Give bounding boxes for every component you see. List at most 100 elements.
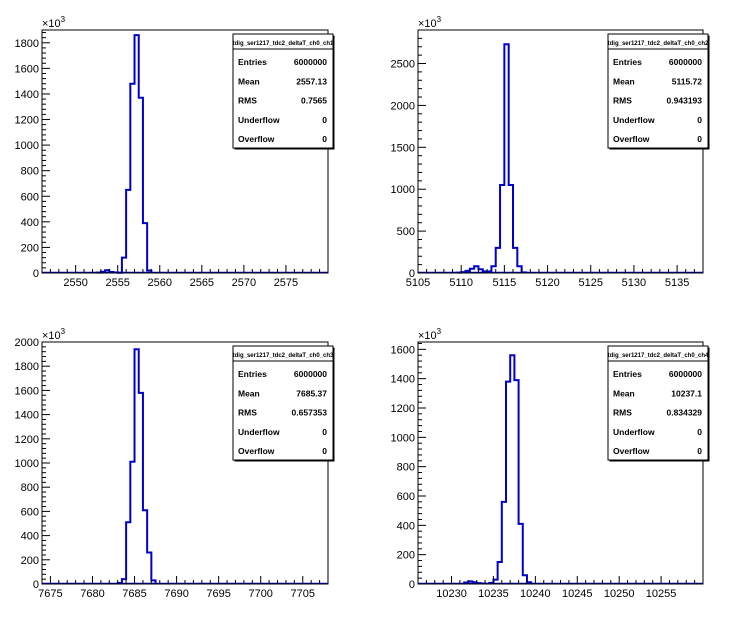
x-tick-label: 5120 bbox=[535, 277, 559, 289]
x-tick-label: 7680 bbox=[80, 588, 104, 600]
y-tick-label: 0 bbox=[33, 268, 39, 280]
y-tick-label: 1500 bbox=[391, 142, 415, 154]
x-tick-label: 7695 bbox=[206, 588, 230, 600]
y-tick-label: 400 bbox=[21, 217, 39, 229]
stats-label: Mean bbox=[238, 388, 260, 398]
y-tick-label: 1400 bbox=[15, 410, 39, 422]
x-tick-label: 5110 bbox=[449, 277, 473, 289]
x-tick-label: 2560 bbox=[148, 277, 172, 289]
x-tick-label: 10250 bbox=[604, 588, 635, 600]
stats-label: Underflow bbox=[238, 427, 280, 437]
stats-label: Mean bbox=[238, 76, 260, 86]
y-tick-label: 600 bbox=[397, 491, 415, 503]
stats-value: 6000000 bbox=[294, 369, 327, 379]
y-tick-label: 800 bbox=[397, 462, 415, 474]
stats-value: 0 bbox=[697, 115, 702, 125]
y-tick-label: 0 bbox=[409, 579, 415, 591]
stats-label: Entries bbox=[613, 57, 642, 67]
x-tick-label: 7675 bbox=[38, 588, 62, 600]
y-axis: 0 500 1000 1500 2000 2500 bbox=[391, 29, 426, 280]
y-tick-label: 1400 bbox=[15, 89, 39, 101]
x-tick-label: 2565 bbox=[190, 277, 214, 289]
x-tick-label: 5130 bbox=[622, 277, 646, 289]
histogram-name: tdig_ser1217_tdc2_deltaT_ch0_ch3 bbox=[233, 353, 334, 359]
stats-label: Entries bbox=[238, 369, 267, 379]
histogram-line bbox=[455, 43, 527, 274]
x-tick-label: 7685 bbox=[122, 588, 146, 600]
histogram-line bbox=[95, 34, 153, 274]
stats-label: Underflow bbox=[613, 427, 655, 437]
stats-box-frame bbox=[607, 345, 709, 461]
histogram-line bbox=[116, 348, 157, 585]
stats-label: RMS bbox=[238, 96, 257, 106]
y-tick-label: 1000 bbox=[391, 432, 415, 444]
stats-value: 0.943193 bbox=[667, 96, 703, 106]
y-tick-label: 1800 bbox=[15, 361, 39, 373]
x-axis: 10230 10235 10240 10245 10250 10255 bbox=[417, 576, 704, 600]
histogram-name: tdig_ser1217_tdc2_deltaT_ch0_ch1 bbox=[233, 41, 334, 47]
y-tick-label: 200 bbox=[397, 550, 415, 562]
y-axis: 0 200 400 600 800 1000 1200 1400 1600 1800 2000 bbox=[15, 337, 50, 591]
y-tick-label: 1600 bbox=[15, 63, 39, 75]
x-tick-label: 7690 bbox=[164, 588, 188, 600]
y-tick-label: 2500 bbox=[391, 59, 415, 71]
stats-value: 0 bbox=[697, 134, 702, 144]
y-tick-label: 1200 bbox=[15, 115, 39, 127]
stats-value: 0 bbox=[697, 427, 702, 437]
stats-value: 6000000 bbox=[294, 57, 327, 67]
stats-label: Overflow bbox=[613, 134, 650, 144]
y-exponent-label: ×103 bbox=[42, 15, 66, 30]
stats-label: Underflow bbox=[238, 115, 280, 125]
y-tick-label: 600 bbox=[21, 191, 39, 203]
y-exponent-label: ×103 bbox=[42, 327, 66, 342]
x-tick-label: 10245 bbox=[562, 588, 593, 600]
histogram-panel-2: 5105 5110 5115 5120 5125 5130 5135 0 500 1000 1500… bbox=[391, 15, 710, 289]
y-exponent-label: ×103 bbox=[418, 327, 442, 342]
stats-label: Underflow bbox=[613, 115, 655, 125]
stats-box-frame bbox=[232, 345, 334, 461]
histogram-panel-3: 7675 7680 7685 7690 7695 7700 7705 0 200 400 600 80… bbox=[15, 327, 335, 600]
x-tick-label: 7700 bbox=[248, 588, 272, 600]
stats-label: Overflow bbox=[613, 446, 650, 456]
y-tick-label: 1400 bbox=[391, 374, 415, 386]
y-tick-label: 0 bbox=[33, 579, 39, 591]
stats-value: 10237.1 bbox=[671, 388, 702, 398]
x-axis: 7675 7680 7685 7690 7695 7700 7705 bbox=[38, 576, 329, 600]
x-tick-label: 2555 bbox=[105, 277, 129, 289]
stats-value: 6000000 bbox=[669, 369, 702, 379]
y-tick-label: 600 bbox=[21, 506, 39, 518]
stats-box-frame bbox=[232, 33, 334, 149]
histogram-panel-4: 10230 10235 10240 10245 10250 10255 0 200 400 600… bbox=[391, 327, 710, 600]
histogram-panel-1: 2550 2555 2560 2565 2570 2575 0 200 400 600 800 100… bbox=[15, 15, 335, 289]
stats-value: 0.657353 bbox=[292, 408, 328, 418]
y-tick-label: 400 bbox=[21, 531, 39, 543]
x-axis: 2550 2555 2560 2565 2570 2575 bbox=[41, 265, 329, 289]
x-tick-label: 5115 bbox=[493, 277, 517, 289]
x-tick-label: 2550 bbox=[63, 277, 87, 289]
y-tick-label: 0 bbox=[409, 268, 415, 280]
x-tick-label: 7705 bbox=[291, 588, 315, 600]
y-tick-label: 200 bbox=[21, 242, 39, 254]
x-tick-label: 10240 bbox=[520, 588, 551, 600]
x-tick-label: 10235 bbox=[478, 588, 509, 600]
y-tick-label: 1000 bbox=[15, 458, 39, 470]
stats-value: 2557.13 bbox=[296, 76, 327, 86]
stats-value: 0.7565 bbox=[301, 96, 327, 106]
stats-box-frame bbox=[607, 33, 709, 149]
stats-box: tdig_ser1217_tdc2_deltaT_ch0_ch1 Entries 6… bbox=[232, 33, 335, 150]
y-tick-label: 1000 bbox=[15, 140, 39, 152]
stats-label: Entries bbox=[613, 369, 642, 379]
x-tick-label: 2575 bbox=[274, 277, 298, 289]
x-tick-label: 10230 bbox=[436, 588, 467, 600]
stats-value: 0 bbox=[322, 427, 327, 437]
stats-value: 5115.72 bbox=[672, 76, 703, 86]
stats-value: 0 bbox=[697, 446, 702, 456]
stats-value: 0.834329 bbox=[667, 408, 703, 418]
histogram-name: tdig_ser1217_tdc2_deltaT_ch0_ch4 bbox=[608, 353, 709, 359]
stats-label: Mean bbox=[613, 76, 635, 86]
y-tick-label: 800 bbox=[21, 482, 39, 494]
plot-frame bbox=[417, 29, 704, 274]
y-axis: 0 200 400 600 800 1000 1200 1400 1600 bbox=[391, 342, 426, 591]
histogram-name: tdig_ser1217_tdc2_deltaT_ch0_ch2 bbox=[608, 41, 709, 47]
